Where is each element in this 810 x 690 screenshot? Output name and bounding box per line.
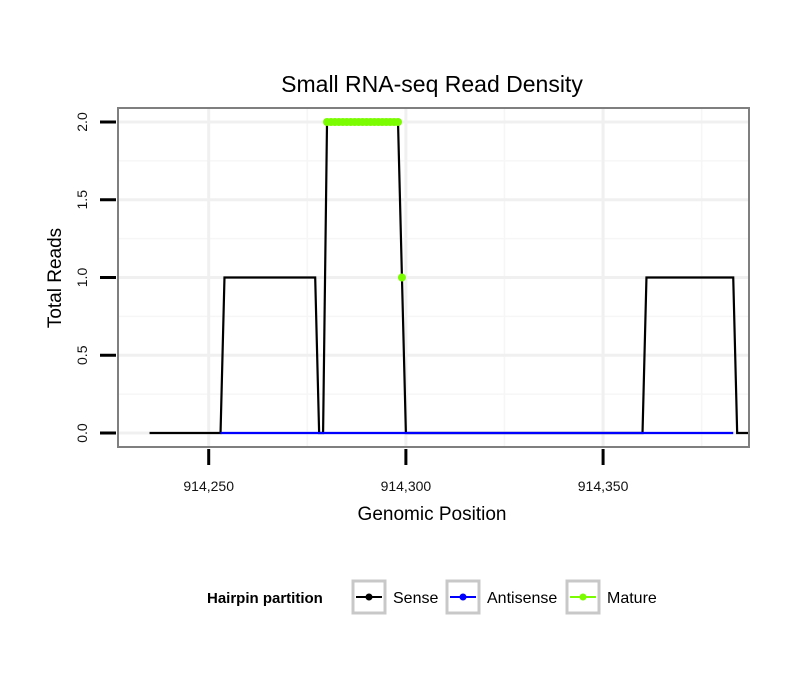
legend-label-sense: Sense xyxy=(393,590,438,607)
legend-item-antisense: Antisense xyxy=(445,579,557,615)
series-layer xyxy=(149,117,749,435)
y-tick-label: 2.0 xyxy=(74,112,90,132)
chart-title: Small RNA-seq Read Density xyxy=(281,71,583,97)
y-tick-label: 1.5 xyxy=(74,190,90,210)
y-tick-label: 0.5 xyxy=(74,345,90,365)
legend: Hairpin partition Sense Antisense Mature xyxy=(207,579,657,615)
legend-items: Sense Antisense Mature xyxy=(351,579,657,615)
legend-item-mature: Mature xyxy=(565,579,657,615)
panel-border xyxy=(117,107,750,448)
series-point-mature xyxy=(397,273,406,282)
y-axis: 0.0 0.5 1.0 1.5 2.0 xyxy=(74,112,116,443)
legend-label-mature: Mature xyxy=(607,590,657,607)
y-tick-label: 0.0 xyxy=(74,423,90,443)
legend-dot-sense xyxy=(365,593,373,601)
legend-label-antisense: Antisense xyxy=(487,590,557,607)
x-tick-label: 914,300 xyxy=(381,478,432,494)
x-tick-label: 914,250 xyxy=(183,478,234,494)
legend-dot-mature xyxy=(579,593,587,601)
series-point-mature xyxy=(394,117,403,126)
y-tick-label: 1.0 xyxy=(74,268,90,288)
x-axis: 914,250 914,300 914,350 xyxy=(183,449,629,494)
x-tick-label: 914,350 xyxy=(578,478,629,494)
legend-item-sense: Sense xyxy=(351,579,438,615)
x-axis-title: Genomic Position xyxy=(358,504,507,525)
legend-dot-antisense xyxy=(459,593,467,601)
y-axis-title: Total Reads xyxy=(45,228,66,328)
legend-title: Hairpin partition xyxy=(207,590,323,607)
